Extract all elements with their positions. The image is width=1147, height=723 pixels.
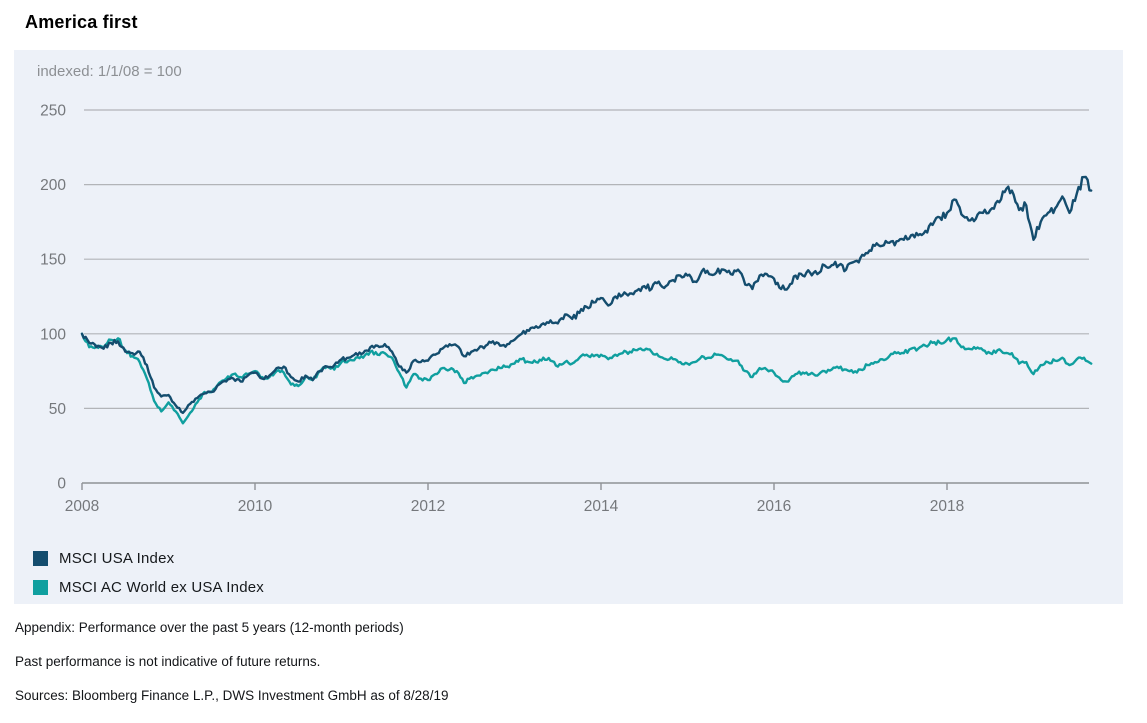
footnote-appendix: Appendix: Performance over the past 5 ye… <box>15 620 404 635</box>
legend-label-msci-world-ex-usa: MSCI AC World ex USA Index <box>59 579 264 596</box>
footnote-sources: Sources: Bloomberg Finance L.P., DWS Inv… <box>15 688 449 703</box>
y-tick-label: 150 <box>40 252 66 269</box>
series-path-msci-usa <box>80 175 1093 415</box>
legend-item-msci-world-ex-usa: MSCI AC World ex USA Index <box>33 573 264 602</box>
chart-title: America first <box>25 12 138 32</box>
footnotes: Appendix: Performance over the past 5 ye… <box>15 621 448 723</box>
x-tick-label: 2010 <box>238 498 273 515</box>
chart-subtitle: indexed: 1/1/08 = 100 <box>37 63 182 80</box>
chart-legend: MSCI USA Index MSCI AC World ex USA Inde… <box>33 544 264 602</box>
y-tick-label: 250 <box>40 103 66 120</box>
legend-label-msci-usa: MSCI USA Index <box>59 550 175 567</box>
y-tick-label: 50 <box>49 401 67 418</box>
x-tick-label: 2012 <box>411 498 445 515</box>
chart-panel <box>14 50 1123 604</box>
legend-swatch-msci-usa-icon <box>33 551 48 566</box>
x-tick-label: 2014 <box>584 498 619 515</box>
legend-swatch-msci-world-ex-usa-icon <box>33 580 48 595</box>
x-tick-label: 2016 <box>757 498 791 515</box>
x-tick-label: 2008 <box>65 498 99 515</box>
y-tick-label: 0 <box>57 476 66 493</box>
y-tick-label: 200 <box>40 177 66 194</box>
line-chart: 0 50 100 150 200 250 2008 2010 2012 2014 2016 2018 <box>40 103 1093 515</box>
legend-item-msci-usa: MSCI USA Index <box>33 544 264 573</box>
x-tick-label: 2018 <box>930 498 964 515</box>
footnote-disclaimer: Past performance is not indicative of fu… <box>15 654 321 669</box>
y-tick-label: 100 <box>40 326 66 343</box>
